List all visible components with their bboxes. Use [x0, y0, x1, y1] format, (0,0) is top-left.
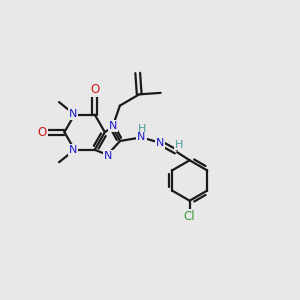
Text: N: N	[156, 138, 164, 148]
Text: N: N	[104, 151, 112, 161]
Text: H: H	[138, 124, 147, 134]
Text: N: N	[68, 109, 77, 119]
Text: H: H	[175, 140, 183, 149]
Text: N: N	[68, 145, 77, 155]
Text: Cl: Cl	[184, 210, 196, 223]
Text: N: N	[109, 121, 117, 131]
Text: O: O	[38, 126, 47, 139]
Text: N: N	[137, 132, 146, 142]
Text: O: O	[90, 83, 99, 96]
